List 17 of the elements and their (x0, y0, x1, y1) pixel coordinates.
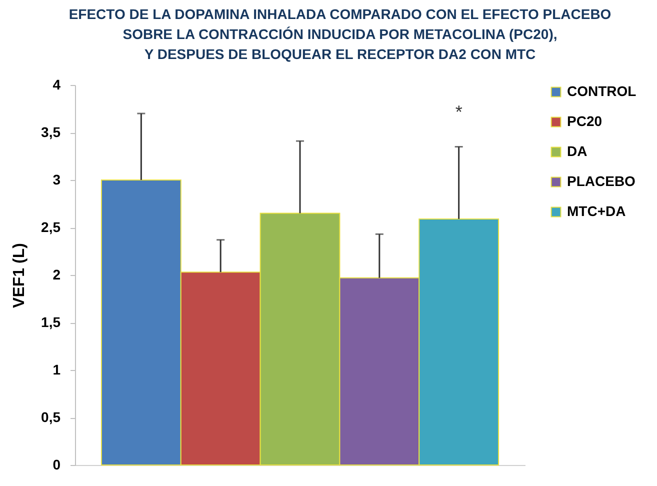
y-axis-title: VEF1 (L) (11, 243, 28, 308)
y-tick-label: 1 (52, 362, 61, 378)
legend-label: PC20 (567, 113, 602, 129)
y-tick-label: 2 (52, 266, 61, 282)
legend-label: DA (567, 143, 588, 159)
y-tick-label: 0,5 (41, 409, 61, 425)
y-tick-label: 1,5 (41, 314, 61, 330)
chart-title: EFECTO DE LA DOPAMINA INHALADA COMPARADO CON EL EFECTO PLACEBO SOBRE LA CONTRACCIÓN INDUCIDA POR METACOLINA (PC20), Y DESPUES DE BLOQUEAR EL RECEPTOR DA2 CON MTC (68, 6, 612, 62)
y-tick-label: 0 (52, 456, 61, 472)
y-tick-label: 3,5 (41, 124, 61, 140)
y-tick-label: 3 (52, 172, 61, 188)
legend-label: PLACEBO (567, 173, 636, 189)
y-tick-label: 2,5 (41, 219, 61, 235)
legend-label: CONTROL (567, 83, 637, 99)
y-tick-label: 4 (52, 76, 61, 92)
legend-label: MTC+DA (567, 203, 626, 219)
annotation: * (455, 102, 462, 122)
